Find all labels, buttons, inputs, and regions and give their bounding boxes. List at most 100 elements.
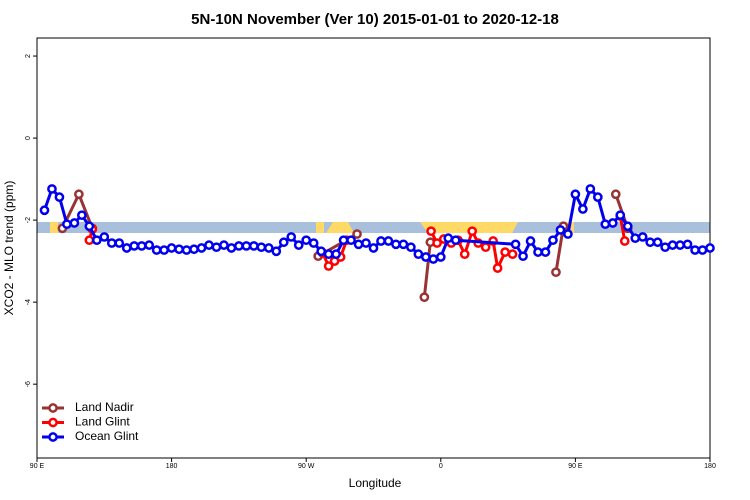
land-strip — [316, 222, 324, 233]
data-point — [391, 239, 401, 250]
data-point — [77, 210, 87, 221]
legend-label: Land Nadir — [75, 400, 134, 414]
data-point — [256, 242, 267, 253]
data-point — [323, 261, 334, 271]
data-point — [533, 247, 543, 257]
legend-label: Land Glint — [75, 415, 130, 429]
x-tick-label: 180 — [704, 463, 716, 470]
data-point — [106, 238, 117, 248]
data-point — [610, 189, 621, 200]
data-point — [361, 238, 371, 248]
data-point — [585, 184, 596, 194]
ocean-strip — [37, 222, 710, 233]
data-point — [352, 229, 362, 239]
data-point — [293, 240, 304, 250]
data-point — [69, 218, 80, 228]
data-point — [181, 245, 192, 255]
data-point — [406, 242, 416, 253]
data-point — [619, 236, 630, 246]
data-point — [480, 242, 491, 253]
data-point — [129, 241, 140, 251]
data-point — [443, 233, 454, 244]
y-tick-label: 2 — [25, 54, 32, 58]
data-point — [91, 235, 102, 246]
legend-label: Ocean Glint — [75, 429, 139, 443]
data-point — [271, 246, 282, 257]
data-point — [525, 236, 536, 246]
legend-marker — [48, 417, 58, 428]
data-point — [398, 239, 409, 250]
data-point — [316, 246, 327, 257]
data-point — [652, 237, 663, 248]
data-point — [540, 247, 551, 257]
data-point — [637, 232, 648, 242]
data-point — [570, 189, 581, 200]
y-tick-label: -6 — [25, 381, 32, 387]
x-axis-label: Longitude — [349, 476, 402, 490]
data-point — [428, 254, 439, 264]
data-point — [84, 221, 95, 232]
data-point — [376, 236, 386, 246]
data-point — [705, 243, 715, 253]
y-tick-label: 0 — [25, 136, 32, 140]
x-tick-label: 0 — [439, 463, 443, 470]
data-point — [189, 244, 199, 255]
data-point — [607, 218, 618, 228]
data-point — [114, 238, 125, 248]
data-point — [241, 241, 252, 251]
y-tick-label: -4 — [25, 299, 32, 305]
data-point — [74, 189, 84, 200]
y-tick-label: -2 — [25, 217, 32, 223]
data-point — [426, 226, 436, 237]
data-point — [353, 239, 364, 250]
data-point — [660, 242, 670, 253]
x-tick-label: 90 W — [298, 463, 315, 470]
data-point — [682, 239, 693, 250]
data-point — [151, 245, 162, 255]
data-point — [645, 237, 656, 248]
land-strip — [50, 222, 58, 233]
data-point — [420, 252, 431, 262]
data-point — [690, 245, 700, 255]
data-point — [331, 249, 341, 260]
land-strip — [420, 222, 518, 233]
data-point — [196, 243, 207, 253]
legend-marker — [48, 432, 58, 442]
data-point — [368, 243, 379, 253]
data-point — [301, 235, 312, 246]
data-point — [338, 235, 349, 246]
data-point — [555, 225, 566, 235]
data-point — [518, 251, 528, 262]
data-point — [492, 263, 503, 273]
data-point — [84, 235, 95, 246]
data-point — [510, 239, 521, 250]
data-point — [346, 235, 356, 246]
data-point — [467, 226, 478, 237]
data-point — [630, 233, 641, 244]
data-point — [432, 238, 442, 248]
data-point — [278, 237, 289, 248]
data-point — [459, 249, 470, 260]
data-point — [323, 249, 334, 260]
y-axis-label: XCO2 - MLO trend (ppm) — [2, 181, 16, 316]
data-point — [578, 204, 588, 214]
data-point — [697, 245, 708, 255]
data-point — [500, 247, 510, 257]
data-point — [308, 238, 319, 248]
data-point — [226, 243, 237, 253]
data-point — [54, 192, 65, 202]
data-point — [144, 240, 155, 250]
data-point — [548, 235, 558, 246]
data-point — [219, 240, 229, 250]
data-point — [99, 232, 110, 242]
data-point — [39, 205, 50, 216]
data-point — [551, 267, 561, 278]
data-point — [622, 221, 633, 232]
data-point — [507, 249, 518, 260]
data-point — [47, 184, 57, 194]
data-point — [667, 240, 678, 250]
data-point — [450, 235, 461, 246]
data-point — [563, 229, 573, 239]
